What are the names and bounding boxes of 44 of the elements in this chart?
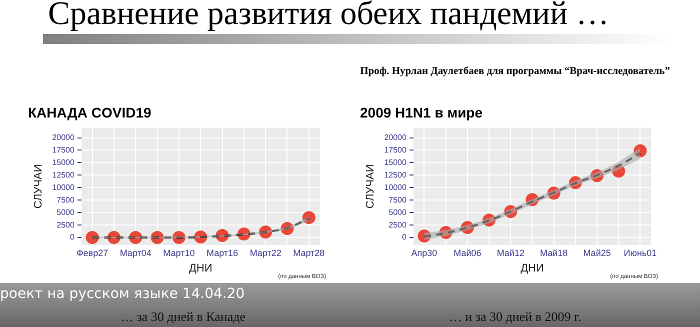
x-tick-label: Март22 xyxy=(250,248,282,258)
chart-title: 2009 H1N1 в мире xyxy=(360,104,483,120)
y-tick-label: 15000 xyxy=(384,158,407,167)
y-axis-title: СЛУЧАИ xyxy=(364,164,377,209)
x-tick-label: Март10 xyxy=(163,248,195,258)
x-axis-title: ДНИ xyxy=(188,262,212,274)
y-tick-label: 15000 xyxy=(52,158,75,167)
y-tick-label: 12500 xyxy=(52,170,75,180)
y-tick-label: 12500 xyxy=(384,170,407,180)
y-tick-label: 5000 xyxy=(56,208,75,217)
y-tick-label: 7500 xyxy=(56,195,75,204)
x-tick-label: Март16 xyxy=(206,248,238,258)
chart-title: КАНАДА COVID19 xyxy=(28,104,152,120)
x-tick-label: Июнь01 xyxy=(624,248,657,258)
y-tick-label: 17500 xyxy=(384,145,407,154)
y-tick-label: 10000 xyxy=(384,182,407,192)
text: … за 30 дней в Канаде xyxy=(120,309,246,325)
y-tick-label: 20000 xyxy=(384,132,407,142)
y-axis-title: СЛУЧАИ xyxy=(32,164,45,209)
x-tick-label: Апр30 xyxy=(411,248,438,258)
x-tick-label: Май06 xyxy=(454,248,482,258)
y-tick-label: 20000 xyxy=(52,132,75,142)
y-tick-label: 10000 xyxy=(52,182,75,192)
x-tick-label: Май18 xyxy=(540,248,568,258)
point xyxy=(634,144,647,158)
text: роект на русском языке 14.04.20 xyxy=(0,286,245,302)
text: Сравнение развития обеих пандемий … xyxy=(48,0,609,33)
y-tick-label: 7500 xyxy=(388,195,407,204)
text: Проф. Нурлан Даулетбаев для программы “Врач-исследователь” xyxy=(360,66,670,77)
x-tick-label: Март28 xyxy=(293,248,325,258)
y-tick-label: 2500 xyxy=(56,220,75,230)
y-tick-label: 2500 xyxy=(388,220,407,230)
text: … и за 30 дней в 2009 г. xyxy=(448,309,582,325)
x-axis-title: ДНИ xyxy=(520,262,544,274)
y-tick-label: 17500 xyxy=(52,145,75,154)
x-tick-label: Май12 xyxy=(496,248,524,258)
x-tick-label: Февр27 xyxy=(76,248,108,258)
y-tick-label: 5000 xyxy=(388,208,407,217)
y-tick-label: 0 xyxy=(70,232,75,242)
point xyxy=(612,164,626,178)
point xyxy=(302,211,316,224)
y-tick-label: 0 xyxy=(402,232,407,242)
x-tick-label: Май25 xyxy=(583,248,611,258)
x-tick-label: Март04 xyxy=(120,248,152,258)
